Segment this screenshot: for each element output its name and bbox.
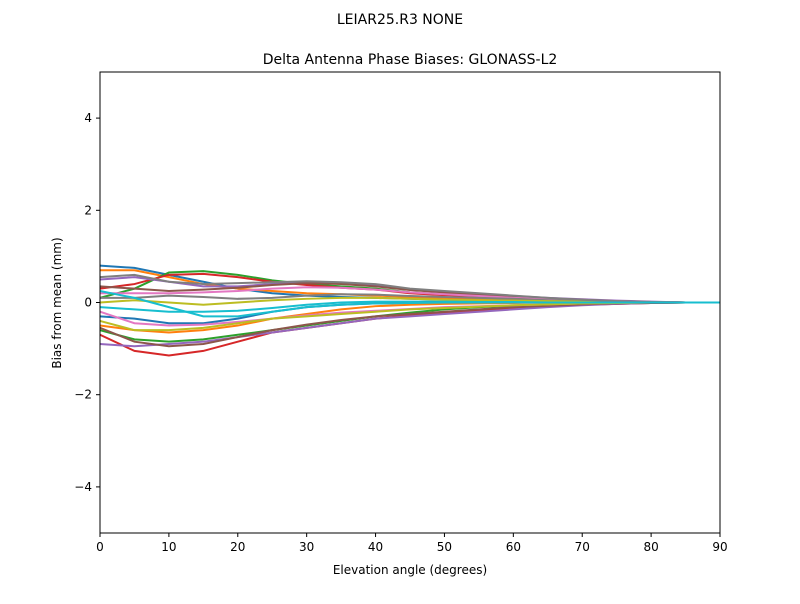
x-tick-label: 70 [575,540,590,554]
x-tick-label: 0 [96,540,104,554]
chart-title: Delta Antenna Phase Biases: GLONASS-L2 [263,52,558,68]
axis-ticks: 0 10 20 30 40 50 60 70 80 90 −4 −2 0 2 4 [74,111,727,554]
y-axis-label: Bias from mean (mm) [50,237,64,368]
series-line-20 [99,289,720,318]
y-tick-label: 0 [84,296,92,310]
x-tick-label: 40 [368,540,383,554]
x-tick-label: 50 [437,540,452,554]
y-tick-label: −2 [74,388,92,402]
y-tick-label: 2 [84,203,92,217]
x-tick-label: 60 [506,540,521,554]
x-tick-label: 80 [643,540,658,554]
series-line-18 [99,273,720,304]
y-tick-label: 4 [84,111,92,125]
x-axis-label: Elevation angle (degrees) [333,563,487,577]
plot-frame [99,71,721,534]
x-tick-label: 20 [230,540,245,554]
x-tick-label: 90 [712,540,727,554]
series-lines [99,264,720,357]
y-tick-label: −4 [74,480,92,494]
x-tick-label: 30 [299,540,314,554]
x-tick-label: 10 [161,540,176,554]
figure-suptitle: LEIAR25.R3 NONE [337,12,463,28]
